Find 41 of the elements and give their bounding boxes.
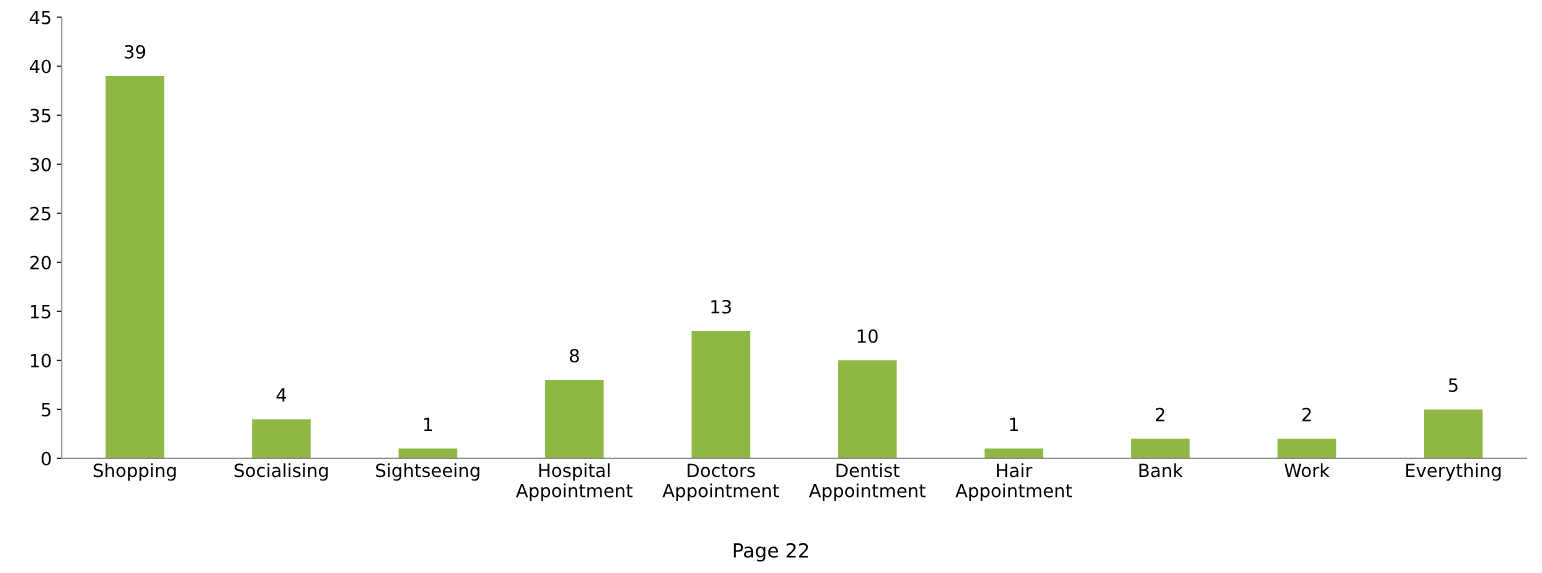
data-label: 39 <box>124 44 146 59</box>
x-tick-label: Socialising <box>234 463 328 481</box>
x-tick-label: Sightseeing <box>376 463 480 481</box>
x-tick-label: Shopping <box>93 463 176 481</box>
data-label: 2 <box>1155 407 1165 422</box>
data-label: 2 <box>1302 407 1311 422</box>
y-tick-label: 5 <box>41 403 51 417</box>
data-label: 8 <box>569 348 579 363</box>
bar <box>545 379 604 459</box>
x-tick-label: Doctors Appointment <box>662 463 779 501</box>
x-tick-label: Everything <box>1406 463 1501 481</box>
x-tick-label: Work <box>1284 463 1330 478</box>
bar <box>105 76 165 459</box>
data-label: 5 <box>1448 378 1458 392</box>
data-label: 1 <box>1010 417 1018 431</box>
y-tick-label: 35 <box>30 108 51 123</box>
y-tick-label: 40 <box>29 59 51 74</box>
x-tick-label: Bank <box>1139 463 1183 478</box>
text: Page 22 <box>733 543 809 562</box>
data-label: 4 <box>276 388 287 402</box>
x-tick-label: Dentist Appointment <box>808 463 926 501</box>
data-label: 1 <box>424 417 432 431</box>
y-tick-label: 25 <box>30 206 51 221</box>
bar <box>1131 438 1190 459</box>
y-tick-label: 30 <box>30 157 51 172</box>
y-tick-label: 20 <box>30 255 51 270</box>
data-label: 13 <box>711 299 731 314</box>
y-tick-label: 45 <box>29 10 51 25</box>
bar <box>838 360 897 459</box>
bar <box>1277 438 1337 459</box>
x-tick-label: Hair Appointment <box>955 463 1072 501</box>
bar <box>691 330 751 459</box>
x-tick-label: Hospital Appointment <box>516 463 633 501</box>
bar <box>252 419 311 459</box>
bar <box>984 448 1044 459</box>
bar <box>1424 409 1483 459</box>
y-tick-label: 15 <box>30 305 51 319</box>
y-tick-label: 0 <box>41 451 51 466</box>
data-label: 10 <box>857 329 878 343</box>
bar <box>398 448 458 459</box>
y-tick-label: 10 <box>30 353 51 368</box>
